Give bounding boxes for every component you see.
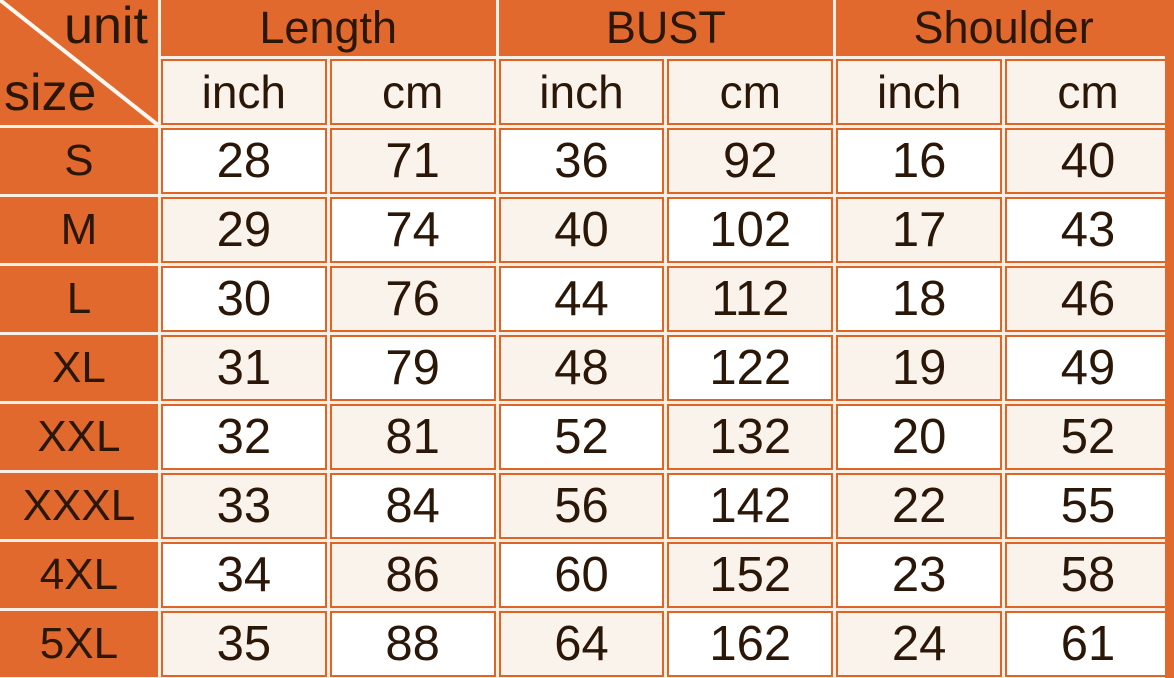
- data-cell: 56: [498, 473, 665, 539]
- data-cell: 18: [836, 266, 1003, 332]
- data-cell: 30: [160, 266, 327, 332]
- data-cell: 17: [836, 197, 1003, 263]
- data-cell: 86: [329, 542, 496, 608]
- data-cell: 74: [329, 197, 496, 263]
- data-cell: 19: [836, 335, 1003, 401]
- data-cell: 102: [667, 197, 834, 263]
- size-label-4xl: 4XL: [0, 542, 158, 608]
- data-cell: 81: [329, 404, 496, 470]
- size-label-s: S: [0, 128, 158, 194]
- table-row: M 29 74 40 102 17 43: [0, 197, 1171, 263]
- size-label-l: L: [0, 266, 158, 332]
- size-label-xxl: XXL: [0, 404, 158, 470]
- corner-size-label: size: [4, 64, 97, 122]
- data-cell: 55: [1005, 473, 1171, 539]
- data-cell: 52: [498, 404, 665, 470]
- corner-unit-label: unit: [64, 0, 148, 55]
- data-cell: 23: [836, 542, 1003, 608]
- data-cell: 49: [1005, 335, 1171, 401]
- data-cell: 79: [329, 335, 496, 401]
- size-label-5xl: 5XL: [0, 611, 158, 677]
- unit-header-length-cm: cm: [329, 59, 496, 125]
- unit-header-shoulder-cm: cm: [1005, 59, 1171, 125]
- data-cell: 48: [498, 335, 665, 401]
- size-label-xxxl: XXXL: [0, 473, 158, 539]
- unit-header-length-inch: inch: [160, 59, 327, 125]
- data-cell: 32: [160, 404, 327, 470]
- corner-cell: unit size: [0, 0, 158, 125]
- data-cell: 64: [498, 611, 665, 677]
- data-cell: 40: [1005, 128, 1171, 194]
- column-group-bust: BUST: [498, 0, 834, 56]
- table-row: S 28 71 36 92 16 40: [0, 128, 1171, 194]
- data-cell: 36: [498, 128, 665, 194]
- size-label-xl: XL: [0, 335, 158, 401]
- data-cell: 35: [160, 611, 327, 677]
- table-row: XXL 32 81 52 132 20 52: [0, 404, 1171, 470]
- data-cell: 31: [160, 335, 327, 401]
- table-row: XXXL 33 84 56 142 22 55: [0, 473, 1171, 539]
- data-cell: 22: [836, 473, 1003, 539]
- data-cell: 24: [836, 611, 1003, 677]
- data-cell: 76: [329, 266, 496, 332]
- data-cell: 29: [160, 197, 327, 263]
- data-cell: 58: [1005, 542, 1171, 608]
- data-cell: 20: [836, 404, 1003, 470]
- data-cell: 44: [498, 266, 665, 332]
- column-group-shoulder: Shoulder: [836, 0, 1171, 56]
- table-row: 4XL 34 86 60 152 23 58: [0, 542, 1171, 608]
- data-cell: 16: [836, 128, 1003, 194]
- data-cell: 142: [667, 473, 834, 539]
- data-cell: 122: [667, 335, 834, 401]
- data-cell: 40: [498, 197, 665, 263]
- data-cell: 152: [667, 542, 834, 608]
- size-label-m: M: [0, 197, 158, 263]
- data-cell: 88: [329, 611, 496, 677]
- data-cell: 43: [1005, 197, 1171, 263]
- data-cell: 61: [1005, 611, 1171, 677]
- table-row: 5XL 35 88 64 162 24 61: [0, 611, 1171, 677]
- table-row: XL 31 79 48 122 19 49: [0, 335, 1171, 401]
- data-cell: 28: [160, 128, 327, 194]
- data-cell: 60: [498, 542, 665, 608]
- diagonal-divider-line: [0, 0, 158, 125]
- table-right-border: [1165, 0, 1174, 678]
- column-group-length: Length: [160, 0, 496, 56]
- data-cell: 132: [667, 404, 834, 470]
- unit-header-shoulder-inch: inch: [836, 59, 1003, 125]
- unit-header-bust-cm: cm: [667, 59, 834, 125]
- data-cell: 34: [160, 542, 327, 608]
- unit-header-bust-inch: inch: [498, 59, 665, 125]
- data-cell: 112: [667, 266, 834, 332]
- data-cell: 162: [667, 611, 834, 677]
- data-cell: 71: [329, 128, 496, 194]
- data-cell: 33: [160, 473, 327, 539]
- data-cell: 84: [329, 473, 496, 539]
- data-cell: 46: [1005, 266, 1171, 332]
- data-cell: 52: [1005, 404, 1171, 470]
- data-cell: 92: [667, 128, 834, 194]
- table-row: L 30 76 44 112 18 46: [0, 266, 1171, 332]
